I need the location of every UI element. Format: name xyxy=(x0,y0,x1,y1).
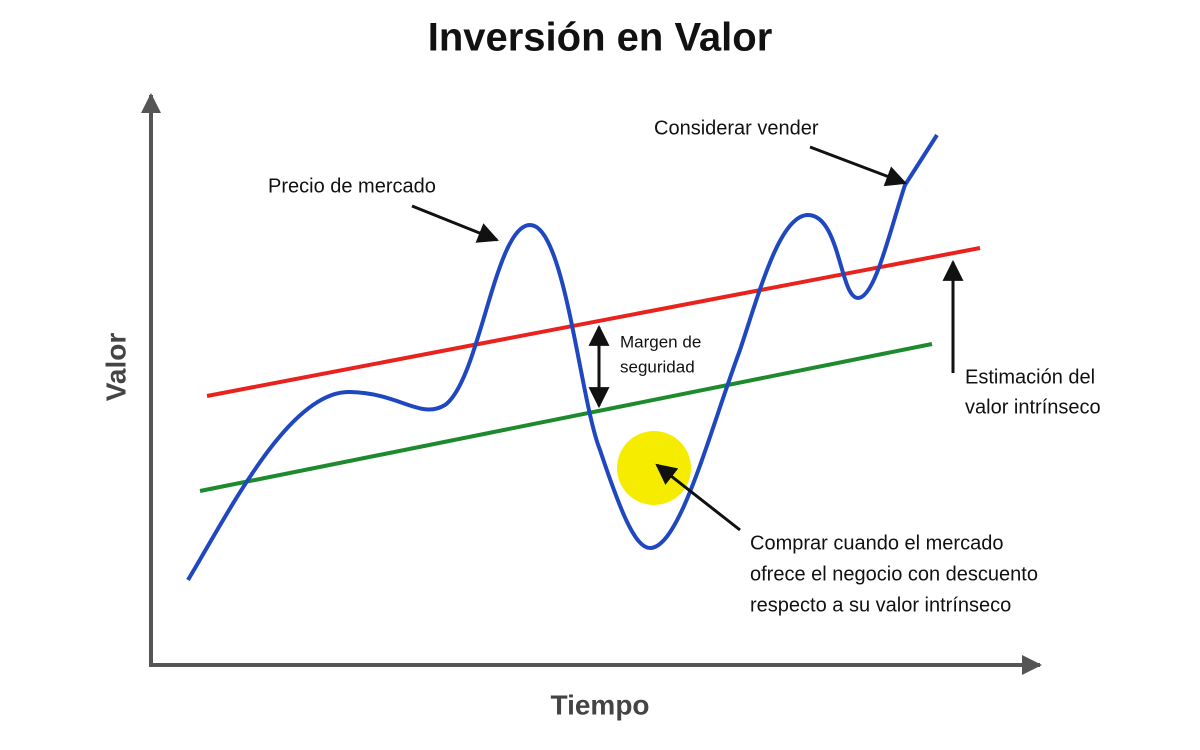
y-axis-label: Valor xyxy=(100,333,131,402)
x-axis-label: Tiempo xyxy=(550,689,649,720)
arrow xyxy=(655,463,741,532)
annotation: Considerar vender xyxy=(654,117,819,139)
title: Inversión en Valor xyxy=(428,16,773,60)
buy-zone xyxy=(617,431,691,505)
annotation: respecto a su valor intrínseco xyxy=(750,594,1011,616)
annotation: Estimación del xyxy=(965,366,1095,388)
intrinsic-estimate-line xyxy=(206,246,981,398)
annotation: Precio de mercado xyxy=(268,175,436,197)
arrow xyxy=(809,145,907,187)
arrow xyxy=(411,204,499,243)
annotation: Comprar cuando el mercado xyxy=(750,532,1003,554)
annotation: valor intrínseco xyxy=(965,396,1101,418)
market-price-curve xyxy=(186,133,939,582)
annotation: ofrece el negocio con descuento xyxy=(750,563,1038,585)
annotation: Margen de xyxy=(620,332,701,351)
margin-line xyxy=(199,342,933,493)
annotation: seguridad xyxy=(620,357,695,376)
